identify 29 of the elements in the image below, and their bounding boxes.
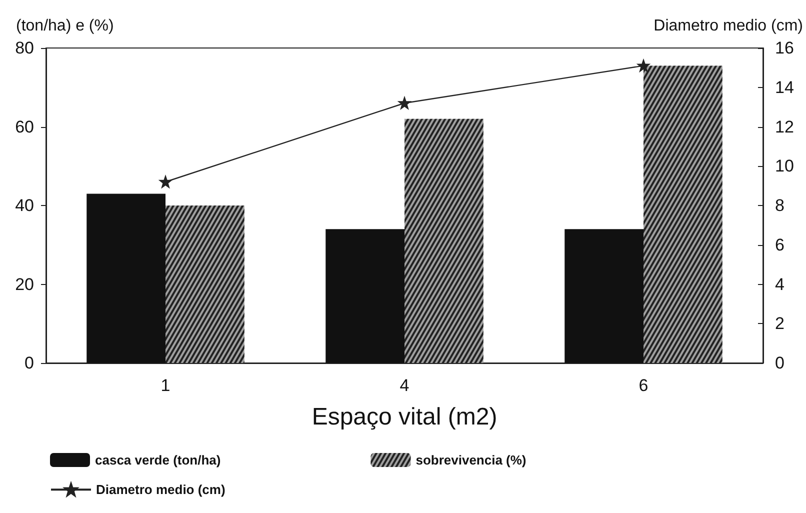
y-axis-title: (ton/ha) e (%) (16, 18, 114, 34)
y2-tick-label: 10 (775, 156, 794, 176)
bar (86, 194, 166, 363)
x-tick-label: 6 (638, 376, 648, 395)
y2-tick-label: 16 (775, 38, 794, 58)
legend-label: sobrevivencia (%) (416, 452, 526, 468)
bar (326, 229, 404, 363)
y2-axis-title: Diametro medio (cm) (654, 18, 803, 34)
y2-tick-label: 8 (775, 196, 784, 215)
y-tick-label: 60 (15, 117, 34, 136)
x-tick-label: 4 (400, 376, 410, 395)
y2-tick-label: 14 (775, 78, 794, 97)
legend-label: casca verde (ton/ha) (95, 452, 221, 468)
legend-label: Diametro medio (cm) (96, 482, 226, 498)
y2-tick-label: 0 (775, 354, 784, 372)
bar (564, 229, 644, 363)
x-tick-label: 1 (160, 376, 170, 395)
y2-tick-label: 12 (775, 117, 794, 136)
y-tick-label: 80 (15, 38, 34, 58)
y-tick-label: 40 (15, 196, 34, 215)
point (398, 97, 410, 109)
point (160, 176, 172, 188)
point (638, 60, 650, 72)
y-tick-label: 20 (15, 274, 34, 294)
y2-tick-label: 2 (775, 314, 784, 334)
x-axis-title: Espaço vital (m2) (312, 404, 498, 430)
y2-tick-label: 4 (775, 274, 784, 294)
y-tick-label: 0 (24, 354, 34, 372)
y2-tick-label: 6 (775, 235, 784, 254)
